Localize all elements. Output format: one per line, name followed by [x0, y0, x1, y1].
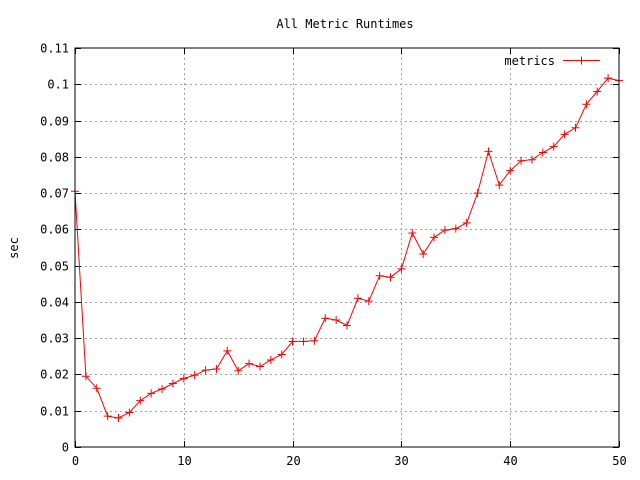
- y-tick-label: 0.03: [40, 332, 69, 346]
- y-tick-label: 0: [62, 441, 69, 455]
- y-tick-label: 0.02: [40, 368, 69, 382]
- data-point: [190, 371, 199, 380]
- data-point: [593, 87, 602, 96]
- y-tick-label: 0.11: [40, 42, 69, 56]
- data-point: [277, 350, 286, 359]
- data-point: [430, 233, 439, 242]
- y-tick-label: 0.01: [40, 405, 69, 419]
- chart-title: All Metric Runtimes: [276, 17, 413, 31]
- legend-marker-metrics: [577, 56, 586, 65]
- x-tick-label: 40: [503, 454, 517, 468]
- data-point: [234, 366, 243, 375]
- data-point: [136, 396, 145, 405]
- data-point: [147, 389, 156, 398]
- data-point: [549, 142, 558, 151]
- data-point: [168, 379, 177, 388]
- grid: [75, 48, 619, 447]
- data-point: [375, 271, 384, 280]
- data-point: [255, 362, 264, 371]
- legend: metrics: [504, 54, 600, 68]
- data-point: [114, 413, 123, 422]
- data-point: [288, 337, 297, 346]
- plot-frame: [74, 47, 620, 448]
- data-point: [419, 250, 428, 259]
- data-point: [386, 273, 395, 282]
- legend-label-metrics: metrics: [504, 54, 555, 68]
- series-metrics: [71, 74, 623, 422]
- data-point: [353, 294, 362, 303]
- y-tick-label: 0.07: [40, 187, 69, 201]
- data-point: [103, 412, 112, 421]
- data-point: [506, 166, 515, 175]
- y-tick-label: 0.05: [40, 260, 69, 274]
- x-tick-label: 0: [72, 454, 79, 468]
- data-point: [321, 314, 330, 323]
- data-point: [364, 297, 373, 306]
- y-tick-label: 0.04: [40, 296, 69, 310]
- y-axis-label: sec: [7, 237, 21, 259]
- y-tick-label: 0.06: [40, 223, 69, 237]
- data-point: [495, 181, 504, 190]
- y-tick-label: 0.1: [47, 78, 69, 92]
- x-tick-label: 20: [286, 454, 300, 468]
- x-tick-label: 10: [177, 454, 191, 468]
- data-point: [81, 372, 90, 381]
- data-point: [245, 359, 254, 368]
- data-point: [310, 336, 319, 345]
- series-line-metrics: [74, 77, 620, 419]
- data-point: [517, 156, 526, 165]
- data-point: [538, 148, 547, 157]
- data-point: [299, 337, 308, 346]
- data-point: [125, 408, 134, 417]
- data-point: [92, 384, 101, 393]
- data-point: [201, 366, 210, 375]
- data-point: [484, 147, 493, 156]
- data-point: [462, 218, 471, 227]
- y-tick-label: 0.09: [40, 115, 69, 129]
- data-point: [440, 226, 449, 235]
- data-point: [343, 321, 351, 330]
- data-point: [604, 74, 613, 83]
- data-point: [397, 264, 406, 273]
- data-point: [332, 316, 341, 325]
- data-point: [223, 346, 232, 355]
- data-point: [473, 189, 482, 198]
- x-tick-label: 30: [394, 454, 408, 468]
- data-point: [179, 374, 188, 383]
- data-point: [582, 100, 591, 109]
- data-point: [408, 228, 417, 237]
- y-tick-label: 0.08: [40, 151, 69, 165]
- data-point: [560, 130, 569, 139]
- data-point: [266, 355, 275, 364]
- data-point: [451, 224, 460, 233]
- x-tick-label: 50: [612, 454, 626, 468]
- axis-ticks: 0 0.01 0.02 0.03 0.04 0.05 0.06 0.07 0.08 0.09 0.1…: [40, 42, 627, 469]
- data-point: [158, 384, 167, 393]
- data-point: [571, 123, 580, 132]
- data-point: [527, 155, 536, 164]
- data-point: [212, 365, 221, 374]
